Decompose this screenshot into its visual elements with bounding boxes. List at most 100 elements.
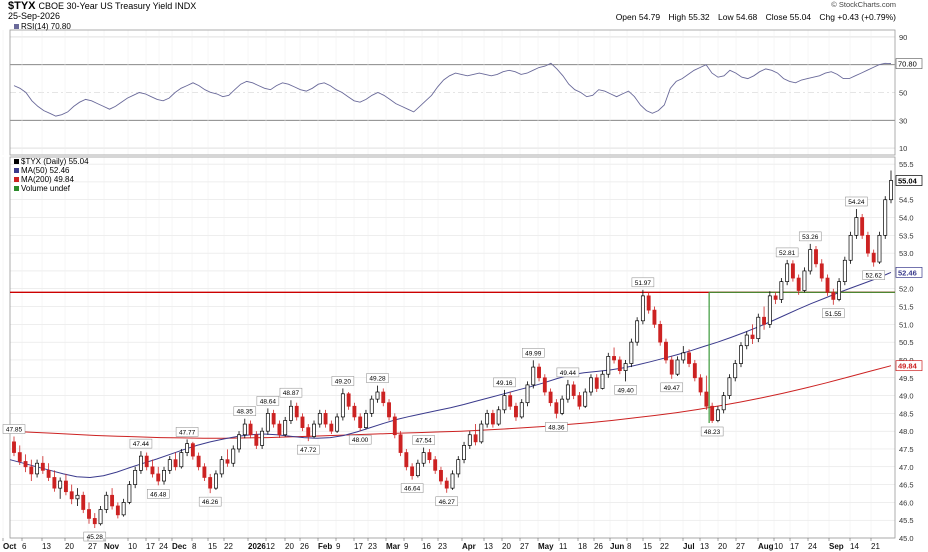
- swing-low-label: 48.00: [352, 437, 369, 444]
- swing-low-label: 48.36: [548, 424, 565, 431]
- swing-high-box: [233, 406, 257, 416]
- x-tick-label: 6: [22, 542, 27, 551]
- candle-body: [594, 377, 599, 389]
- candle-body: [831, 291, 836, 300]
- panel-frames: [9, 29, 896, 539]
- candle-body: [635, 320, 640, 343]
- candle-body: [63, 480, 68, 493]
- x-tick-label: 18: [578, 542, 587, 551]
- candle-body: [312, 423, 316, 437]
- candle-body: [692, 363, 697, 379]
- swing-low-label: 46.48: [150, 491, 167, 498]
- swing-low-label: 48.23: [704, 429, 721, 436]
- candle-body: [485, 413, 490, 425]
- candle-body: [450, 473, 455, 489]
- ma50-legend-label: MA(50) 52.46: [21, 166, 70, 175]
- swing-high-box: [256, 396, 280, 406]
- x-tick-label: 9: [404, 542, 409, 551]
- rsi-current-label: 70.80: [898, 60, 917, 69]
- price-axis: 55.555.054.554.053.553.052.552.051.551.0…: [895, 160, 923, 543]
- candle-body: [387, 402, 391, 418]
- candle-body: [404, 452, 409, 468]
- swing-high-box: [522, 348, 545, 358]
- price-tick-label: 45.0: [899, 534, 914, 543]
- ma200-value-box: [895, 360, 923, 372]
- swing-high-label: 51.97: [635, 280, 652, 287]
- price-tick-label: 49.0: [899, 392, 914, 401]
- candle-body: [785, 263, 790, 282]
- price-tick-label: 48.5: [899, 409, 914, 418]
- swing-low-box: [545, 422, 568, 432]
- candle-body: [254, 434, 259, 446]
- candle-body: [58, 480, 63, 489]
- swing-low-box: [822, 308, 845, 319]
- candle-body: [121, 502, 126, 516]
- swing-low-box: [660, 382, 683, 393]
- swing-high-label: 49.28: [369, 376, 386, 383]
- candle-body: [756, 316, 761, 339]
- candle-body: [219, 459, 224, 475]
- low-value: 54.68: [736, 12, 758, 22]
- swing-high-label: 47.54: [416, 438, 433, 445]
- price-tick-label: 45.5: [899, 516, 914, 525]
- swing-high-box: [175, 427, 199, 437]
- candle-body: [346, 393, 351, 407]
- candle-body: [860, 217, 865, 236]
- candle-body: [127, 484, 132, 503]
- candle-body: [300, 416, 305, 428]
- candle-body: [698, 377, 703, 393]
- price-gridlines: [2, 157, 895, 539]
- candle-body: [467, 434, 472, 446]
- rsi-tick-label: 30: [899, 116, 907, 125]
- candle-body: [687, 352, 691, 364]
- price-tick-label: 46.0: [899, 498, 914, 507]
- candle-body: [814, 249, 818, 265]
- candle-body: [92, 518, 97, 525]
- candle-body: [456, 459, 461, 475]
- candle-body: [138, 455, 143, 471]
- x-tick-label: 10: [128, 542, 137, 551]
- candle-body: [398, 434, 403, 453]
- swing-low-label: 51.55: [825, 311, 842, 318]
- candle-body: [260, 430, 265, 446]
- swing-high-label: 49.16: [496, 380, 513, 387]
- swing-high-label: 49.44: [560, 370, 577, 377]
- candle-body: [871, 252, 876, 263]
- candle-body: [490, 413, 495, 425]
- candle-body: [704, 391, 709, 407]
- swing-low-box: [614, 385, 637, 395]
- candle-body: [600, 373, 605, 389]
- candle-body: [531, 366, 536, 386]
- candle-body: [675, 359, 680, 375]
- volume-legend: Volume undef: [14, 184, 70, 193]
- price-title: $TYX (Daily) 55.04: [21, 157, 89, 166]
- ma200-swatch: [14, 177, 19, 183]
- price-tick-label: 55.5: [899, 160, 914, 169]
- close-value: 55.04: [789, 12, 812, 22]
- candle-body: [317, 413, 322, 425]
- candle-body: [410, 466, 415, 477]
- candle-body: [554, 402, 559, 414]
- candle-body: [52, 477, 57, 489]
- x-tick-label: 8: [627, 542, 632, 551]
- last-price-label: 55.04: [898, 177, 918, 186]
- x-tick-label: 10: [774, 542, 783, 551]
- price-legend-title: $TYX (Daily) 55.04: [14, 157, 89, 166]
- candle-body: [173, 459, 178, 468]
- candle-body: [727, 377, 732, 396]
- candle-body: [825, 277, 830, 293]
- ma50-line: [9, 271, 892, 479]
- x-tick-label: Nov: [104, 542, 120, 551]
- swing-low-label: 46.26: [202, 499, 219, 506]
- swing-high-label: 48.35: [237, 409, 254, 416]
- rsi-tick-label: 50: [899, 89, 907, 98]
- candle-body: [271, 413, 276, 425]
- candle-body: [623, 363, 628, 371]
- swing-low-box: [297, 444, 320, 455]
- candle-body: [473, 434, 478, 443]
- x-tick-label: 17: [146, 542, 155, 551]
- swing-high-box: [331, 376, 355, 386]
- swing-high-box: [556, 367, 580, 378]
- candle-body: [352, 405, 357, 418]
- swing-high-label: 47.77: [179, 429, 196, 436]
